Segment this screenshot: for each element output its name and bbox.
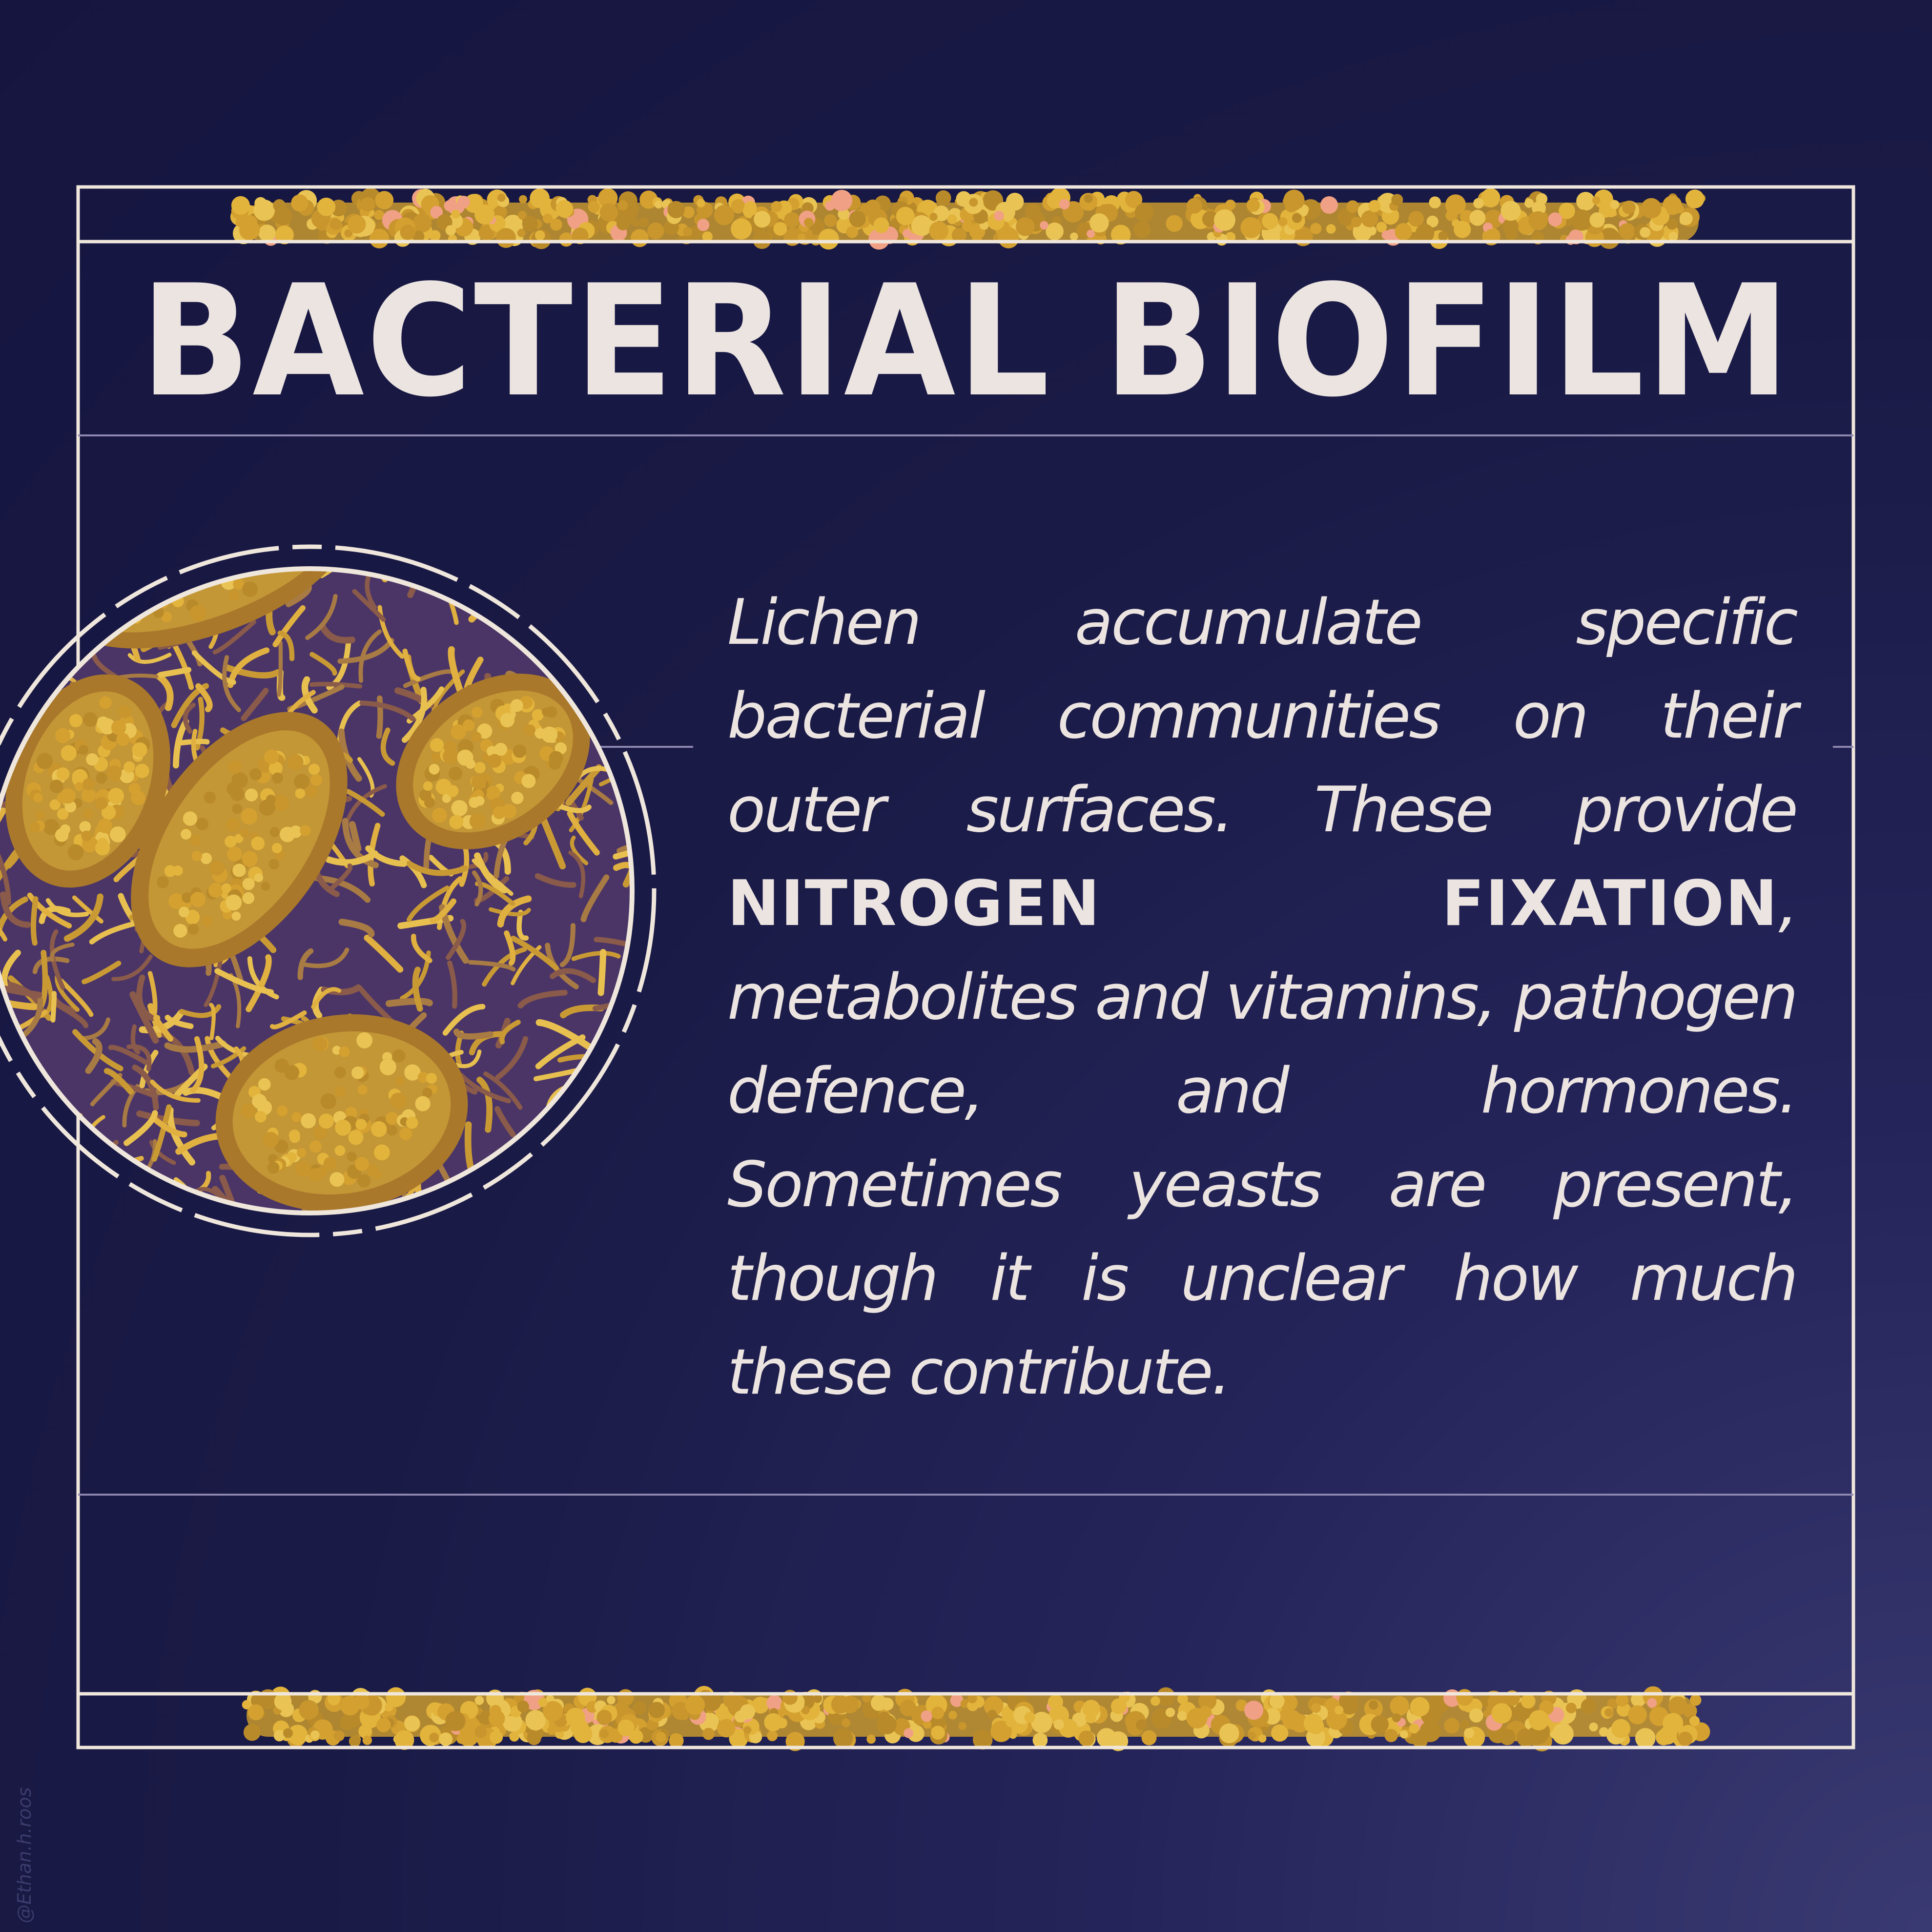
page-title: BACTERIAL BIOFILM [140, 252, 1792, 431]
description-lead: Lichen accumulate specific bacterial com… [727, 586, 1798, 846]
description-text: Lichen accumulate specific bacterial com… [727, 576, 1798, 1419]
artist-credit: @Ethan.h.roos [14, 1787, 35, 1923]
bottom-cell-border [242, 1685, 1710, 1752]
top-cell-border [230, 187, 1706, 250]
highlight-term: NITROGEN FIXATION [727, 867, 1779, 940]
biofilm-illustration [0, 544, 657, 1237]
description-rest: , metabolites and vitamins, pathogen def… [727, 867, 1798, 1409]
